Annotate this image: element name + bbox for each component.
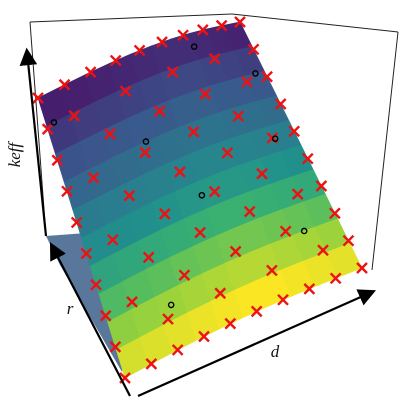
sample-point (50, 119, 58, 126)
x-marker (303, 282, 316, 295)
x-marker (198, 330, 210, 343)
x-marker (99, 309, 112, 322)
z-axis-label: keff (5, 140, 24, 167)
x-marker (250, 305, 263, 318)
x-axis-label: d (271, 342, 280, 361)
x-marker (342, 234, 355, 247)
x-marker (243, 205, 256, 218)
x-marker (196, 24, 209, 36)
sample-point (190, 43, 198, 50)
x-marker (119, 85, 132, 98)
x-marker (329, 272, 342, 285)
x-marker (279, 225, 292, 238)
x-marker (145, 358, 158, 370)
x-marker (232, 110, 245, 123)
x-marker (317, 244, 329, 257)
x-marker (109, 54, 122, 67)
x-marker (291, 188, 304, 200)
x-marker (221, 146, 234, 159)
x-marker (356, 262, 368, 274)
x-marker (247, 43, 260, 56)
sample-point (142, 138, 150, 145)
frame-line (231, 13, 399, 33)
x-marker (126, 295, 138, 308)
x-marker (51, 154, 64, 167)
x-marker (187, 125, 200, 138)
x-marker (32, 92, 44, 104)
x-marker (171, 344, 184, 356)
x-marker (142, 251, 155, 264)
x-marker (301, 152, 314, 165)
x-marker (256, 167, 268, 180)
axes (19, 47, 377, 398)
x-marker (266, 264, 278, 277)
x-marker (104, 128, 116, 140)
x-marker (261, 70, 273, 83)
sample-point (252, 70, 259, 77)
x-marker (61, 185, 73, 198)
x-marker (80, 247, 93, 260)
x-marker (133, 44, 146, 57)
frame-line (371, 31, 399, 271)
x-marker (194, 226, 206, 239)
x-marker (177, 29, 189, 42)
x-marker (229, 245, 242, 258)
x-marker (162, 313, 174, 325)
x-marker (87, 171, 100, 184)
x-marker (208, 185, 221, 198)
z-axis (19, 47, 48, 237)
x-marker (109, 341, 122, 353)
sample-point (198, 191, 206, 199)
x-marker (68, 109, 81, 122)
x-marker (41, 123, 54, 135)
x-axis (137, 289, 377, 398)
frame-line (29, 13, 233, 23)
x-marker (214, 287, 227, 300)
x-marker (84, 66, 97, 78)
x-marker (166, 66, 179, 78)
x-marker (123, 189, 136, 202)
y-axis-label: r (67, 299, 74, 318)
x-marker (215, 19, 228, 32)
x-marker (224, 317, 237, 330)
x-marker (241, 75, 253, 88)
x-marker (274, 98, 287, 110)
x-marker (156, 36, 168, 48)
x-marker (178, 269, 191, 282)
x-marker (315, 180, 328, 192)
sample-point (167, 301, 175, 309)
x-marker (58, 78, 71, 91)
x-marker (90, 278, 102, 291)
x-marker (277, 293, 289, 306)
x-marker (139, 146, 151, 159)
x-marker (106, 233, 119, 246)
markers (32, 16, 368, 384)
x-marker (158, 207, 171, 220)
sample-point (271, 135, 279, 142)
x-marker (174, 165, 186, 178)
x-marker (208, 52, 221, 65)
x-marker (70, 216, 83, 229)
x-marker (234, 16, 246, 28)
sample-point (300, 227, 308, 235)
surface (37, 21, 363, 379)
x-marker (288, 125, 301, 138)
x-marker (153, 105, 166, 117)
x-marker (199, 88, 212, 100)
y-axis (49, 242, 131, 397)
x-marker (329, 207, 341, 220)
